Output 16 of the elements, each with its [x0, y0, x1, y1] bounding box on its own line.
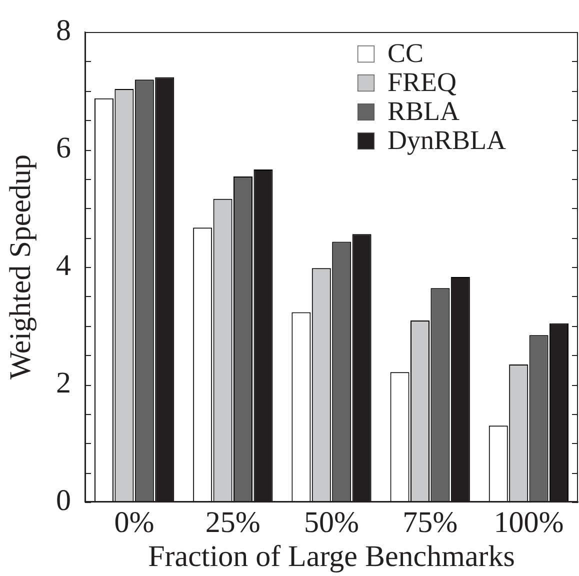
- legend-label: FREQ: [387, 67, 458, 98]
- x-axis-title: Fraction of Large Benchmarks: [148, 540, 515, 573]
- y-tick-label: 8: [56, 14, 71, 47]
- x-tick-label: 0%: [114, 506, 154, 539]
- x-tick-label: 25%: [205, 506, 260, 539]
- y-axis-title: Weighted Speedup: [4, 154, 37, 380]
- y-tick-label: 0: [56, 484, 71, 517]
- x-tick-label: 100%: [494, 506, 564, 539]
- legend-label: CC: [387, 38, 424, 68]
- y-tick-label: 6: [56, 131, 71, 164]
- x-tick-label: 75%: [402, 506, 458, 539]
- y-tick-label: 4: [56, 248, 71, 282]
- x-tick-label: 50%: [304, 506, 359, 539]
- legend-label: DynRBLA: [387, 125, 506, 156]
- legend-label: RBLA: [387, 96, 460, 126]
- y-tick-label: 2: [56, 366, 71, 400]
